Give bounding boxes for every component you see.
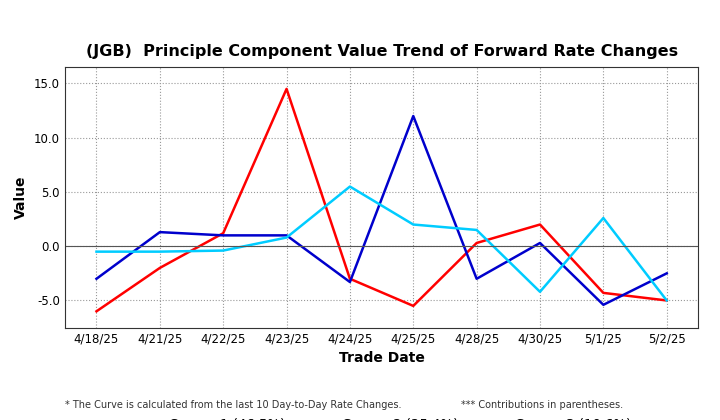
Compo 2 (25.4%) <box>409 113 418 118</box>
Y-axis label: Value: Value <box>14 176 28 219</box>
Compo 3 (10.6%) <box>409 222 418 227</box>
Compo 1 (46.5%) <box>282 87 291 92</box>
Compo 2 (25.4%) <box>219 233 228 238</box>
Compo 2 (25.4%) <box>536 240 544 245</box>
Compo 1 (46.5%) <box>92 309 101 314</box>
Compo 2 (25.4%) <box>92 276 101 281</box>
Compo 1 (46.5%) <box>599 290 608 295</box>
Compo 1 (46.5%) <box>156 265 164 270</box>
Line: Compo 1 (46.5%): Compo 1 (46.5%) <box>96 89 667 311</box>
Compo 3 (10.6%) <box>472 227 481 232</box>
Compo 3 (10.6%) <box>599 215 608 220</box>
Compo 1 (46.5%) <box>662 298 671 303</box>
Text: * The Curve is calculated from the last 10 Day-to-Day Rate Changes.: * The Curve is calculated from the last … <box>65 399 401 409</box>
Compo 3 (10.6%) <box>662 298 671 303</box>
Compo 2 (25.4%) <box>662 271 671 276</box>
Compo 1 (46.5%) <box>219 231 228 236</box>
Compo 2 (25.4%) <box>156 230 164 235</box>
Compo 3 (10.6%) <box>156 249 164 254</box>
Compo 1 (46.5%) <box>472 240 481 245</box>
X-axis label: Trade Date: Trade Date <box>338 351 425 365</box>
Text: *** Contributions in parentheses.: *** Contributions in parentheses. <box>461 399 623 409</box>
Compo 2 (25.4%) <box>472 276 481 281</box>
Compo 2 (25.4%) <box>346 280 354 285</box>
Compo 2 (25.4%) <box>282 233 291 238</box>
Title: (JGB)  Principle Component Value Trend of Forward Rate Changes: (JGB) Principle Component Value Trend of… <box>86 44 678 59</box>
Line: Compo 2 (25.4%): Compo 2 (25.4%) <box>96 116 667 305</box>
Compo 3 (10.6%) <box>219 248 228 253</box>
Compo 2 (25.4%) <box>599 302 608 307</box>
Compo 3 (10.6%) <box>92 249 101 254</box>
Compo 3 (10.6%) <box>282 235 291 240</box>
Compo 1 (46.5%) <box>536 222 544 227</box>
Compo 1 (46.5%) <box>409 303 418 308</box>
Compo 3 (10.6%) <box>536 289 544 294</box>
Legend: Compo 1 (46.5%), Compo 2 (25.4%), Compo 3 (10.6%): Compo 1 (46.5%), Compo 2 (25.4%), Compo … <box>127 412 636 420</box>
Line: Compo 3 (10.6%): Compo 3 (10.6%) <box>96 186 667 300</box>
Compo 3 (10.6%) <box>346 184 354 189</box>
Compo 1 (46.5%) <box>346 276 354 281</box>
